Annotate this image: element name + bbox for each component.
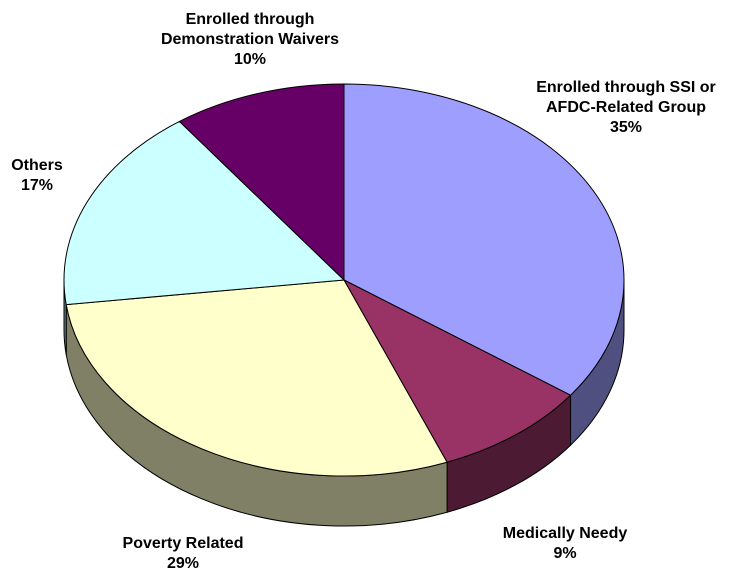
pie-slice-others [63, 120, 345, 306]
label-others: Others 17% [11, 156, 63, 196]
slice-value-label: 35% [609, 119, 643, 136]
slice-category-label: Medically Needy [502, 525, 628, 542]
label-poverty-related: Poverty Related 29% [123, 534, 244, 574]
pie-slice-enrolled-through-ssi-or-afdc-related-group [343, 83, 625, 396]
pie-slice-medically-needy [343, 279, 572, 463]
slice-category-label: Demonstration Waivers [160, 31, 340, 48]
label-enrolled-through-demonstration-waivers: Enrolled through Demonstration Waivers 10% [161, 10, 339, 70]
pie-slice-enrolled-through-demonstration-waivers [178, 83, 345, 281]
slice-category-label: AFDC-Related Group [546, 99, 706, 116]
pie-slices [63, 83, 625, 477]
label-medically-needy: Medically Needy 9% [503, 524, 628, 564]
slice-category-label: Others [11, 157, 63, 174]
pie-slice-poverty-related [65, 279, 448, 477]
slice-category-label: Enrolled through SSI or [536, 79, 716, 96]
slice-category-label: Enrolled through [185, 11, 315, 28]
slice-value-label: 29% [166, 555, 200, 572]
slice-value-label: 9% [553, 545, 577, 562]
label-enrolled-through-ssi-or-afdc-related-group: Enrolled through SSI or AFDC-Related Grou… [536, 78, 716, 138]
slice-value-label: 17% [20, 177, 54, 194]
slice-category-label: Poverty Related [122, 535, 244, 552]
slice-value-label: 10% [233, 51, 267, 68]
